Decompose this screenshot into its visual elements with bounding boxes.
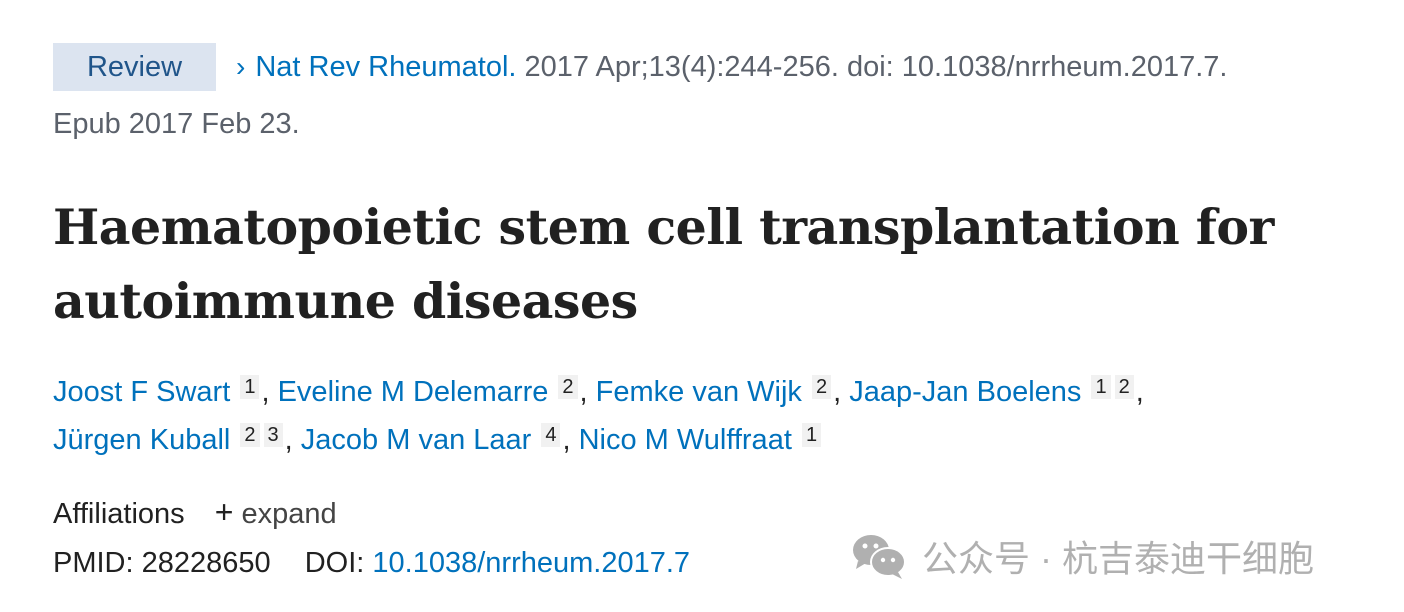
watermark: 公众号 · 杭吉泰迪干细胞: [852, 530, 1314, 582]
author-link[interactable]: Jaap-Jan Boelens: [849, 376, 1082, 408]
affiliation-ref[interactable]: 1: [801, 423, 822, 447]
author: Eveline M Delemarre 2: [277, 375, 580, 408]
affiliation-ref[interactable]: 1: [240, 375, 260, 399]
author: Femke van Wijk 2: [595, 375, 833, 408]
affiliation-ref[interactable]: 3: [263, 423, 283, 447]
pmid-value: 28228650: [141, 547, 271, 579]
affiliations-row: Affiliations + expand: [53, 494, 337, 531]
chevron-right-icon[interactable]: ›: [236, 51, 246, 82]
plus-icon: +: [214, 494, 234, 530]
identifiers: PMID: 28228650 DOI: 10.1038/nrrheum.2017…: [53, 547, 690, 580]
article-type-badge: Review: [53, 43, 216, 91]
citation-details: 2017 Apr;13(4):244-256. doi: 10.1038/nrr…: [516, 50, 1228, 83]
epub-date: Epub 2017 Feb 23.: [53, 108, 300, 140]
author-link[interactable]: Jacob M van Laar: [300, 424, 532, 456]
pmid-label: PMID:: [53, 547, 134, 579]
affiliations-label: Affiliations: [53, 498, 185, 530]
affiliation-ref[interactable]: 4: [541, 423, 561, 447]
author-link[interactable]: Joost F Swart: [53, 376, 231, 408]
expand-label: expand: [241, 498, 337, 530]
affiliation-ref[interactable]: 2: [812, 375, 832, 399]
doi-link[interactable]: 10.1038/nrrheum.2017.7: [372, 547, 691, 579]
author: Nico M Wulffraat 1: [578, 423, 823, 456]
page-title: Haematopoietic stem cell transplantation…: [53, 198, 1274, 330]
author-link[interactable]: Nico M Wulffraat: [578, 424, 792, 456]
author-link[interactable]: Femke van Wijk: [595, 376, 802, 408]
author: Jacob M van Laar 4: [300, 423, 563, 456]
journal-link[interactable]: Nat Rev Rheumatol.: [255, 50, 517, 83]
author-link[interactable]: Eveline M Delemarre: [277, 376, 549, 408]
affiliation-ref[interactable]: 2: [240, 423, 260, 447]
doi-label: DOI:: [304, 547, 365, 579]
expand-affiliations-button[interactable]: + expand: [193, 494, 337, 530]
citation-line: Review › Nat Rev Rheumatol. 2017 Apr;13(…: [53, 43, 1227, 91]
author-link[interactable]: Jürgen Kuball: [53, 424, 231, 456]
watermark-text: 公众号 · 杭吉泰迪干细胞: [922, 538, 1314, 579]
affiliation-ref[interactable]: 2: [1114, 375, 1134, 399]
affiliation-ref[interactable]: 2: [558, 375, 578, 399]
author: Joost F Swart 1: [53, 375, 261, 408]
affiliation-ref[interactable]: 1: [1091, 375, 1111, 399]
author-list: Joost F Swart 1, Eveline M Delemarre 2, …: [53, 375, 1144, 456]
wechat-icon: [853, 535, 906, 579]
